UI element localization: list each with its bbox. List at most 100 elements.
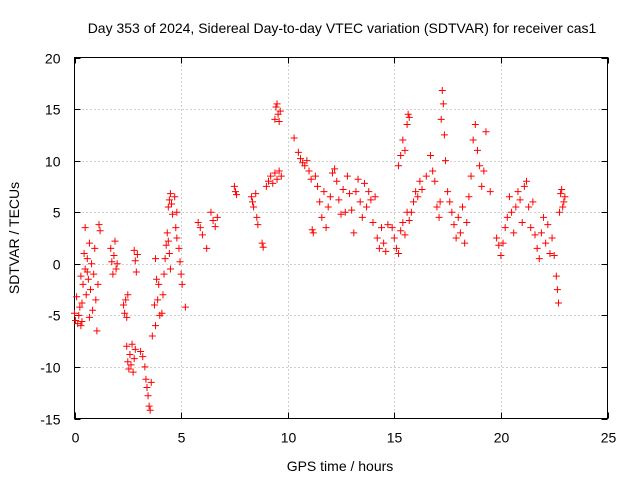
- data-point: [384, 221, 392, 229]
- data-point: [535, 255, 543, 263]
- data-point: [529, 198, 537, 206]
- data-point: [271, 169, 279, 177]
- data-point: [139, 353, 147, 361]
- data-point: [305, 167, 313, 175]
- data-point: [172, 224, 180, 232]
- data-point: [365, 188, 373, 196]
- data-point: [392, 244, 400, 252]
- data-point: [233, 191, 241, 199]
- data-point: [553, 286, 561, 294]
- data-point: [73, 293, 81, 301]
- data-point: [531, 231, 539, 239]
- data-point: [401, 231, 409, 239]
- data-point: [546, 249, 554, 257]
- data-point: [518, 219, 526, 227]
- data-point: [352, 188, 360, 196]
- data-point: [160, 270, 168, 278]
- y-tick-label: 0: [53, 257, 61, 273]
- data-point: [132, 268, 140, 276]
- data-point: [320, 188, 328, 196]
- data-point: [341, 208, 349, 216]
- data-point: [463, 219, 471, 227]
- y-tick-label: 20: [45, 51, 61, 67]
- plot-frame: [74, 57, 608, 419]
- data-point: [247, 193, 255, 201]
- data-point: [307, 175, 315, 183]
- data-point: [550, 252, 558, 260]
- data-point: [79, 280, 87, 288]
- data-point: [231, 188, 239, 196]
- data-point: [533, 244, 541, 252]
- data-point: [382, 247, 390, 255]
- data-point: [512, 203, 520, 211]
- data-point: [435, 213, 443, 221]
- data-point: [497, 252, 505, 260]
- data-point: [213, 213, 221, 221]
- data-point: [436, 198, 444, 206]
- data-point: [367, 196, 375, 204]
- data-point: [82, 291, 90, 299]
- data-point: [556, 208, 564, 216]
- data-point: [148, 332, 156, 340]
- data-point: [557, 190, 565, 198]
- x-tick-label: 0: [72, 430, 80, 446]
- data-point: [454, 213, 462, 221]
- data-point: [71, 309, 78, 317]
- data-point: [275, 117, 283, 125]
- data-point: [354, 175, 362, 183]
- data-point: [127, 361, 135, 369]
- data-point: [96, 227, 104, 235]
- data-point: [324, 203, 332, 211]
- data-point: [83, 255, 91, 263]
- data-point: [259, 243, 267, 251]
- y-axis-label: SDTVAR / TECUs: [6, 182, 22, 294]
- data-point: [465, 193, 473, 201]
- data-point: [561, 193, 569, 201]
- data-point: [126, 351, 134, 359]
- data-point: [522, 177, 530, 185]
- data-point: [540, 213, 548, 221]
- data-point: [150, 301, 158, 309]
- data-point: [525, 203, 533, 211]
- data-point: [446, 198, 454, 206]
- data-point: [452, 234, 460, 242]
- data-point: [476, 162, 484, 170]
- data-point: [155, 280, 163, 288]
- data-point: [142, 375, 150, 383]
- data-point: [141, 363, 149, 371]
- data-point: [83, 268, 91, 276]
- data-point: [516, 196, 524, 204]
- data-point: [467, 172, 475, 180]
- data-point: [311, 172, 319, 180]
- data-point: [360, 179, 368, 187]
- data-point: [133, 251, 141, 259]
- data-point: [429, 167, 437, 175]
- data-point: [164, 203, 172, 211]
- data-point: [93, 327, 101, 335]
- data-point: [173, 208, 181, 216]
- data-point: [207, 208, 215, 216]
- data-point: [348, 206, 356, 214]
- data-point: [380, 239, 388, 247]
- y-tick-label: -5: [48, 308, 61, 324]
- data-point: [262, 182, 270, 190]
- data-point: [395, 249, 403, 257]
- data-point: [418, 186, 426, 194]
- data-point: [322, 224, 330, 232]
- data-point: [123, 313, 131, 321]
- data-point: [145, 402, 153, 410]
- data-point: [537, 229, 545, 237]
- data-point: [163, 229, 171, 237]
- data-point: [209, 216, 217, 224]
- data-point: [399, 136, 407, 144]
- data-point: [77, 322, 85, 330]
- data-point: [401, 146, 409, 154]
- data-point: [335, 196, 343, 204]
- data-point: [558, 186, 566, 194]
- data-point: [473, 146, 481, 154]
- data-point: [544, 221, 552, 229]
- data-point: [111, 237, 119, 245]
- data-point: [346, 190, 354, 198]
